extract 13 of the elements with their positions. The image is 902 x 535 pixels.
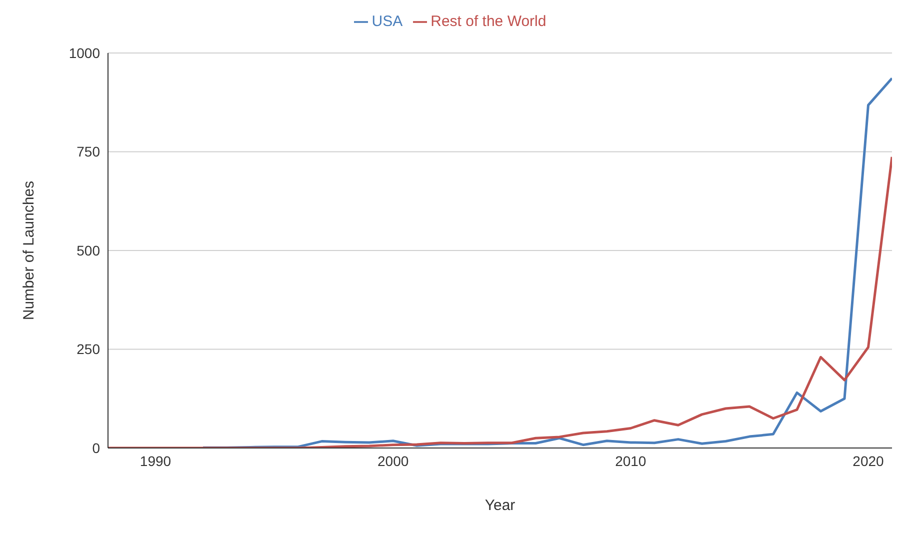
- y-axis-title: Number of Launches: [20, 180, 38, 320]
- y-tick-label: 0: [92, 440, 100, 456]
- y-tick-label: 500: [76, 242, 100, 258]
- legend-label: USA: [372, 13, 403, 30]
- x-tick-label: 2000: [378, 452, 409, 469]
- x-tick-label: 2010: [615, 452, 646, 469]
- x-tick-label: 1990: [140, 452, 172, 469]
- x-axis-title: Year: [484, 497, 516, 514]
- y-tick-label: 1000: [68, 44, 100, 61]
- x-tick-label: 2020: [852, 452, 884, 469]
- legend-label: Rest of the World: [430, 13, 546, 30]
- y-tick-label: 250: [76, 341, 100, 358]
- y-tick-label: 750: [76, 144, 100, 160]
